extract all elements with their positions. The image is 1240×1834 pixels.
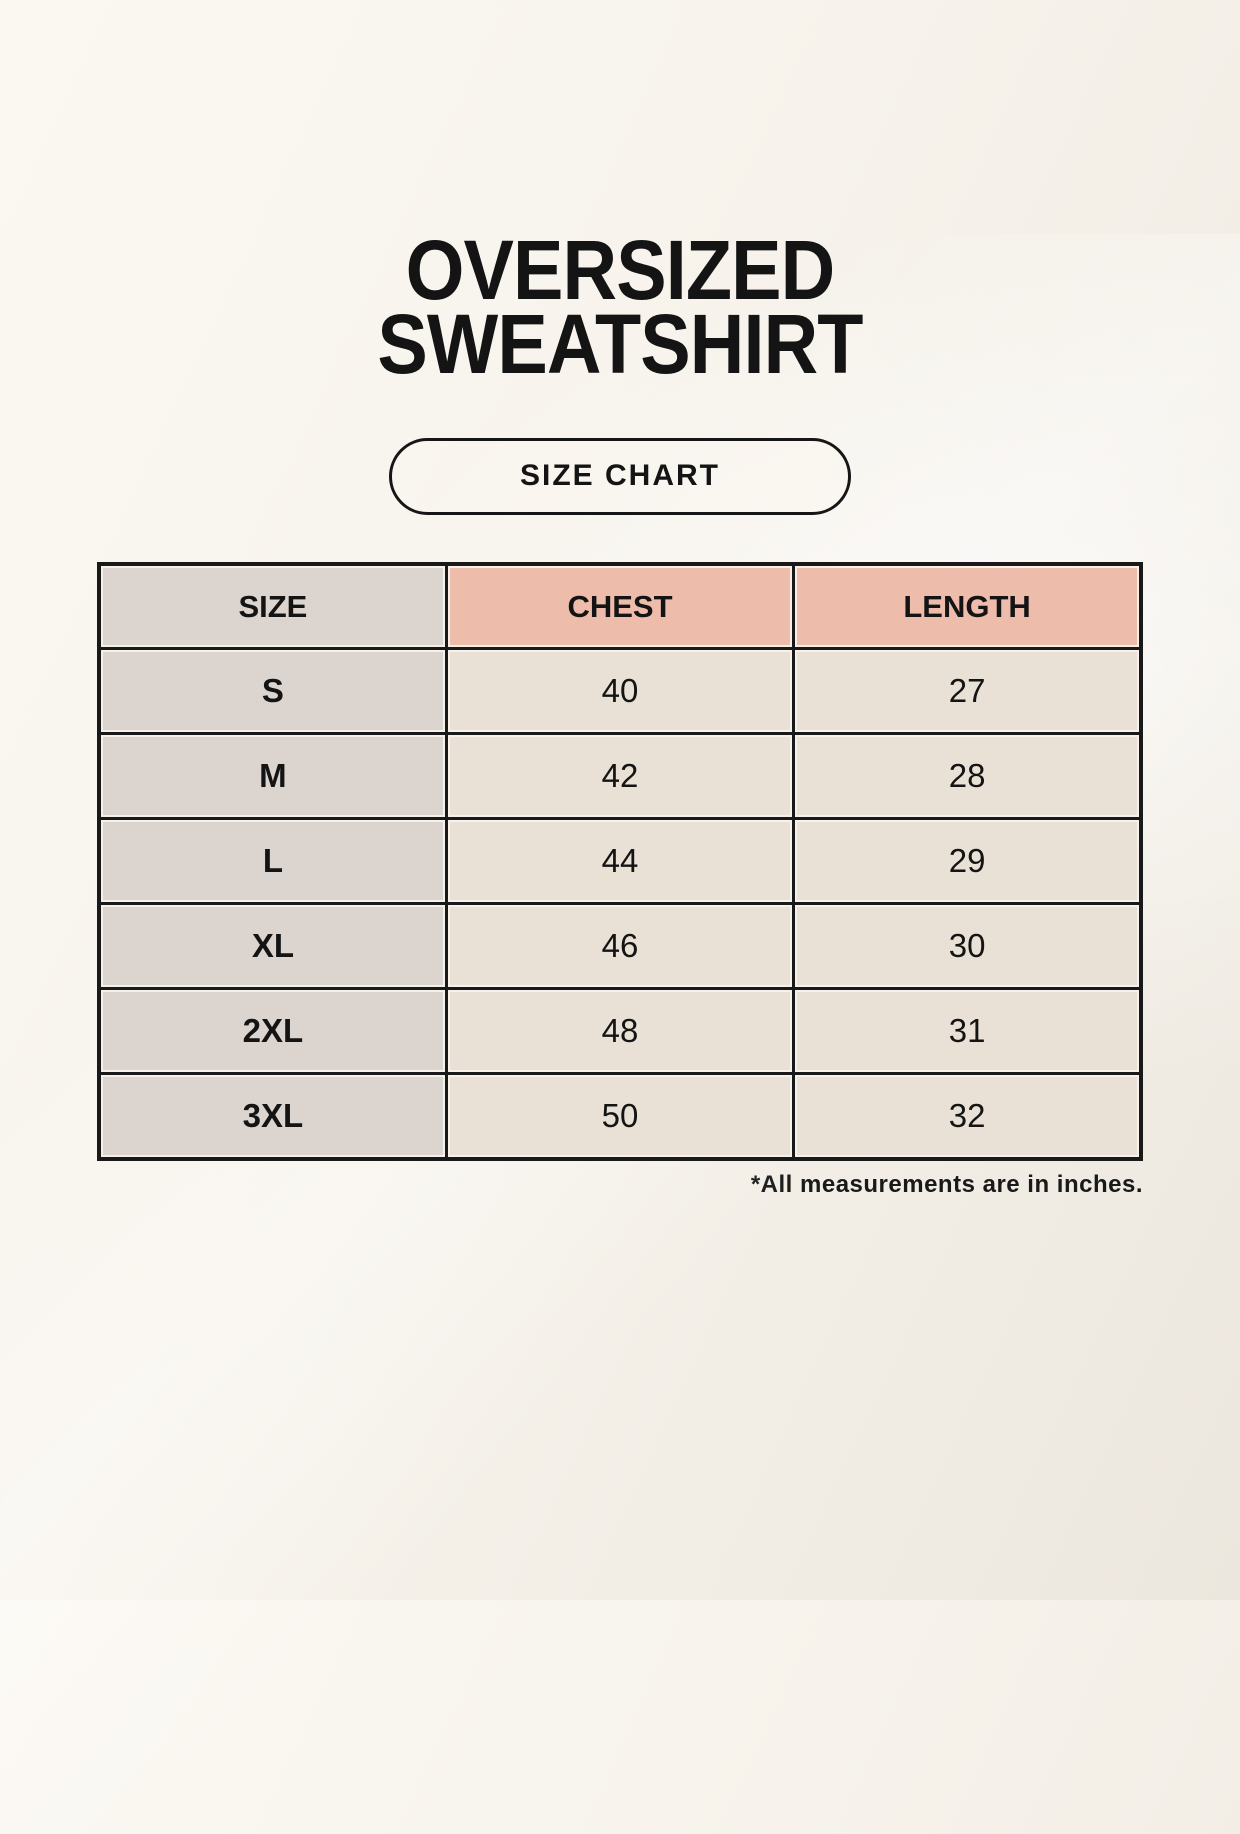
size-cell: 2XL — [97, 987, 448, 1076]
table-row: 2XL 48 31 — [97, 987, 1143, 1076]
column-header-length: LENGTH — [792, 562, 1143, 651]
chest-cell: 50 — [444, 1072, 796, 1161]
size-chart-table-container: SIZE CHEST LENGTH S 40 27 M 42 28 L — [97, 561, 1143, 1161]
header-row: SIZE CHEST LENGTH — [97, 562, 1143, 651]
size-chart-badge-label: SIZE CHART — [520, 459, 720, 493]
size-cell: 3XL — [97, 1072, 448, 1161]
size-cell: XL — [97, 902, 448, 991]
chest-cell: 42 — [444, 732, 796, 821]
length-cell: 31 — [792, 987, 1143, 1076]
chest-cell: 44 — [444, 817, 796, 906]
chest-cell: 40 — [444, 647, 796, 736]
length-cell: 32 — [792, 1072, 1143, 1161]
chest-cell: 46 — [444, 902, 796, 991]
size-chart-table: SIZE CHEST LENGTH S 40 27 M 42 28 L — [97, 561, 1143, 1161]
column-header-size: SIZE — [97, 562, 448, 651]
chest-cell: 48 — [444, 987, 796, 1076]
size-cell: S — [97, 647, 448, 736]
page-title-line1: OVERSIZED — [405, 223, 836, 317]
length-cell: 30 — [792, 902, 1143, 991]
size-cell: L — [97, 817, 448, 906]
size-cell: M — [97, 732, 448, 821]
length-cell: 27 — [792, 647, 1143, 736]
table-row: M 42 28 — [97, 732, 1143, 821]
table-row: XL 46 30 — [97, 902, 1143, 991]
page-title: OVERSIZED SWEATSHIRT — [62, 223, 1178, 391]
size-chart-badge: SIZE CHART — [389, 437, 851, 515]
table-row: L 44 29 — [97, 817, 1143, 906]
table-row: 3XL 50 32 — [97, 1072, 1143, 1161]
length-cell: 28 — [792, 732, 1143, 821]
measurements-footnote: *All measurements are in inches. — [750, 1170, 1143, 1198]
column-header-chest: CHEST — [444, 562, 796, 651]
page-title-line2: SWEATSHIRT — [377, 296, 863, 391]
size-chart-sheet: OVERSIZED SWEATSHIRT SIZE CHART SIZE CHE… — [0, 223, 1240, 1834]
table-row: S 40 27 — [97, 647, 1143, 736]
length-cell: 29 — [792, 817, 1143, 906]
